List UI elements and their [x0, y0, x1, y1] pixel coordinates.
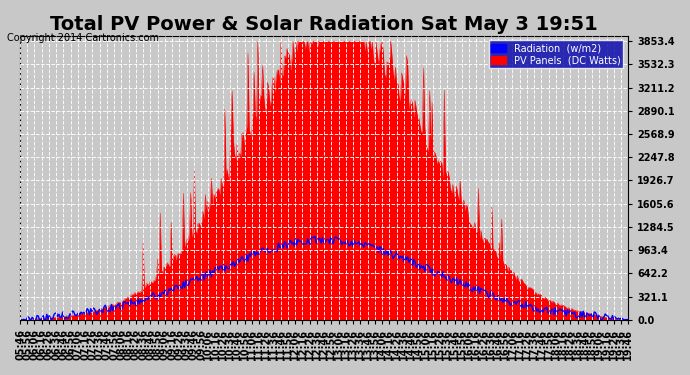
Title: Total PV Power & Solar Radiation Sat May 3 19:51: Total PV Power & Solar Radiation Sat May…	[50, 15, 598, 34]
Legend: Radiation  (w/m2), PV Panels  (DC Watts): Radiation (w/m2), PV Panels (DC Watts)	[489, 40, 624, 68]
Text: Copyright 2014 Cartronics.com: Copyright 2014 Cartronics.com	[7, 33, 159, 43]
